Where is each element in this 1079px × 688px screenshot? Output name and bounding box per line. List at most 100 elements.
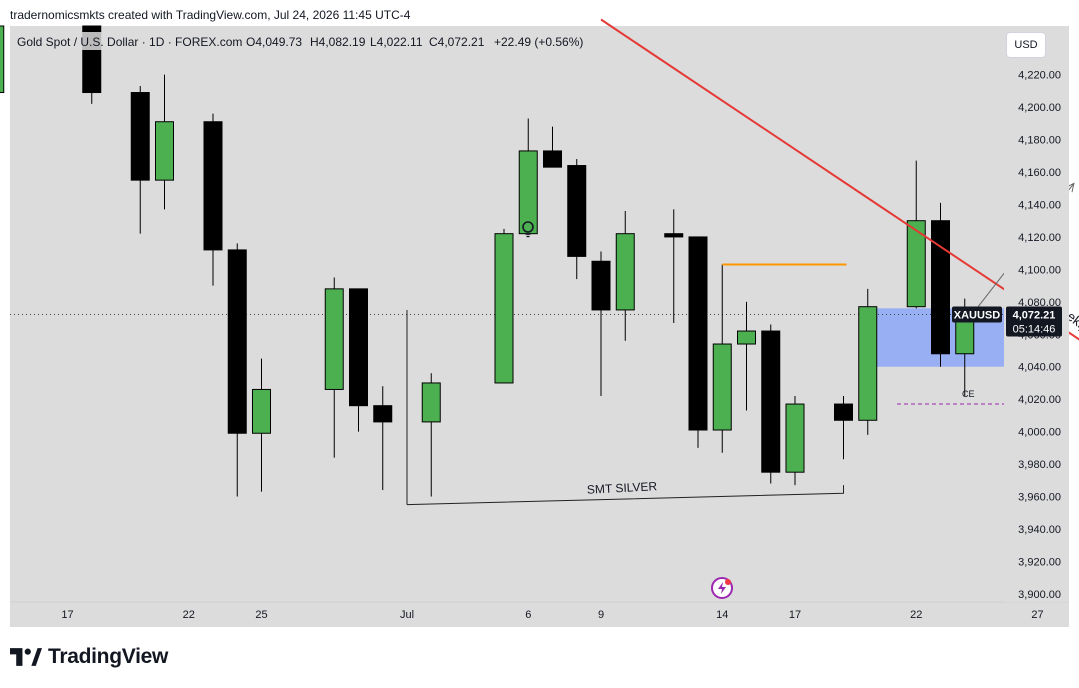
alert-bolt-icon[interactable] — [711, 577, 733, 599]
x-tick-label: 25 — [255, 609, 267, 621]
ohlc-open: O4,049.73 — [246, 35, 302, 49]
x-tick-label: 6 — [525, 609, 531, 621]
candle-body — [615, 233, 635, 311]
candle — [712, 264, 732, 453]
x-tick-label: 17 — [61, 609, 73, 621]
candle-body — [785, 403, 805, 473]
candle-body — [324, 288, 344, 390]
tradingview-brand: TradingView — [48, 645, 169, 668]
candle — [567, 159, 587, 280]
candle-body — [688, 236, 708, 431]
candle-body — [252, 388, 271, 434]
tradingview-logo-icon — [10, 648, 42, 666]
x-tick-label: 22 — [183, 609, 195, 621]
countdown-tag: 05:14:46 — [1013, 323, 1056, 335]
candle-body — [155, 121, 174, 181]
y-tick-label: 4,120.00 — [1018, 232, 1061, 244]
y-tick-label: 4,140.00 — [1018, 199, 1061, 211]
candle-body — [543, 150, 562, 168]
candle-body — [737, 330, 756, 345]
y-tick-label: 4,220.00 — [1018, 70, 1061, 82]
candle — [494, 228, 514, 384]
y-tick-label: 3,900.00 — [1018, 589, 1061, 601]
x-tick-label: 27 — [1031, 609, 1043, 621]
candle-body — [591, 260, 611, 311]
candle — [615, 210, 635, 341]
ohlc-close: C4,072.21 — [429, 35, 485, 49]
ohlc-change: +22.49 (+0.56%) — [494, 35, 583, 49]
y-tick-label: 4,100.00 — [1018, 264, 1061, 276]
candle — [931, 202, 950, 367]
y-tick-label: 3,940.00 — [1018, 524, 1061, 536]
candle-body — [664, 233, 684, 238]
candle — [906, 160, 926, 309]
candle-body — [567, 165, 587, 257]
candle-body — [858, 306, 878, 421]
candle — [324, 277, 344, 458]
x-tick-label: 17 — [789, 609, 801, 621]
currency-button[interactable]: USD — [1006, 32, 1046, 58]
candle-body — [373, 405, 393, 423]
candle-body — [906, 220, 926, 308]
symbol-tag-bg — [952, 306, 1002, 323]
lightbulb-icon[interactable] — [522, 221, 534, 238]
y-tick-label: 4,080.00 — [1018, 297, 1061, 309]
candle — [130, 86, 150, 234]
candle-body — [349, 288, 368, 407]
x-tick-label: Jul — [400, 609, 414, 621]
candle — [0, 25, 5, 94]
y-tick-label: 4,200.00 — [1018, 102, 1061, 114]
candle — [421, 373, 441, 497]
y-tick-label: 3,980.00 — [1018, 459, 1061, 471]
candle-body — [761, 330, 781, 473]
candle-body — [227, 249, 247, 434]
y-tick-label: 4,020.00 — [1018, 394, 1061, 406]
symbol-title[interactable]: Gold Spot / U.S. Dollar · 1D · FOREX.com — [17, 35, 242, 49]
candle — [591, 251, 611, 396]
candle — [955, 298, 975, 396]
attribution-text: tradernomicsmkts created with TradingVie… — [10, 8, 411, 22]
candle-body — [0, 25, 5, 94]
ohlc-high: H4,082.19 — [310, 35, 366, 49]
candle-body — [203, 121, 223, 251]
candle — [227, 243, 247, 497]
candle — [858, 288, 878, 435]
y-tick-label: 3,960.00 — [1018, 492, 1061, 504]
candle — [543, 126, 562, 168]
candle-body — [421, 382, 441, 423]
legend-background — [12, 32, 582, 50]
candle — [349, 288, 368, 432]
y-tick-label: 4,040.00 — [1018, 362, 1061, 374]
ce-label: CE — [962, 389, 975, 399]
y-tick-label: 4,160.00 — [1018, 167, 1061, 179]
ohlc-low: L4,022.11 — [370, 35, 423, 49]
x-tick-label: 14 — [716, 609, 728, 621]
candle-body — [712, 343, 732, 431]
smt-label: SMT SILVER — [587, 479, 658, 497]
candle — [737, 301, 756, 411]
price-tag-bg — [1006, 306, 1062, 337]
candle — [664, 209, 684, 323]
candle — [761, 324, 781, 484]
smt-line — [406, 485, 844, 506]
candle — [688, 236, 708, 448]
y-tick-label: 4,180.00 — [1018, 135, 1061, 147]
tradingview-logo[interactable]: TradingView — [10, 645, 168, 669]
candle-body — [931, 220, 950, 355]
candle — [785, 395, 805, 486]
y-tick-label: 4,000.00 — [1018, 427, 1061, 439]
candle-body — [130, 92, 150, 181]
candle-body — [834, 403, 853, 421]
y-tick-label: 3,920.00 — [1018, 556, 1061, 568]
candle — [252, 358, 271, 492]
candle-body — [494, 233, 514, 384]
x-tick-label: 9 — [598, 609, 604, 621]
symbol-tag: XAUUSD — [954, 309, 1001, 321]
candle — [203, 113, 223, 286]
candle — [834, 395, 853, 460]
candle — [155, 74, 174, 210]
price-tag: 4,072.21 — [1013, 309, 1056, 321]
candle — [373, 386, 393, 491]
x-tick-label: 22 — [910, 609, 922, 621]
